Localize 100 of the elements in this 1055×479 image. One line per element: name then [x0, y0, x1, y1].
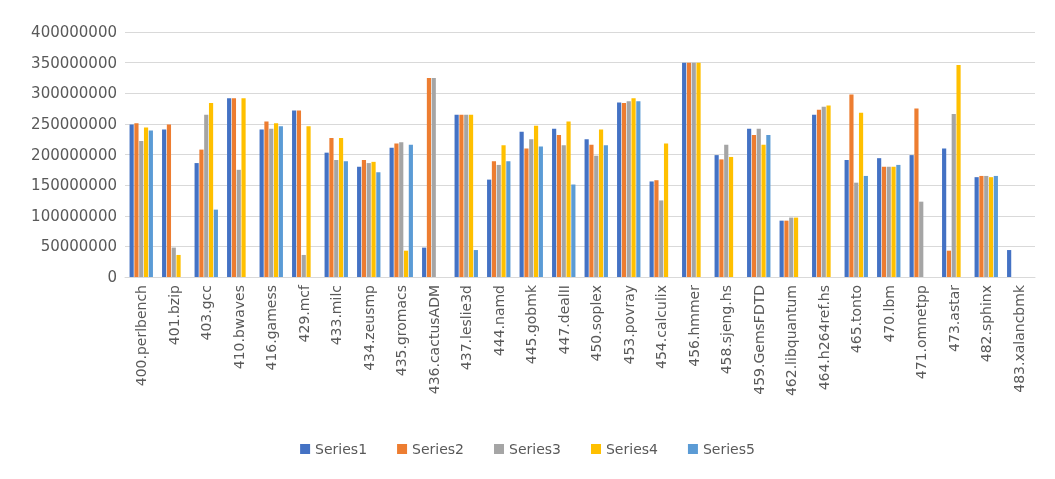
bar	[329, 137, 334, 277]
bar	[376, 172, 381, 277]
x-tick-label: 462.libquantum	[783, 285, 800, 397]
legend-label: Series3	[509, 441, 561, 457]
bar	[761, 144, 766, 277]
bar	[919, 201, 924, 277]
bar	[942, 148, 947, 277]
x-tick-label: 401.bzip	[165, 284, 182, 346]
bar	[204, 114, 209, 277]
bar	[273, 123, 279, 277]
bar	[789, 217, 794, 277]
x-tick-label: 403.gcc	[198, 285, 215, 341]
x-tick-label: 436.cactusADM	[425, 285, 442, 395]
bar	[784, 220, 789, 277]
y-tick-label: 250000000	[31, 114, 117, 133]
bar	[654, 180, 659, 277]
bar	[663, 143, 669, 277]
bar	[751, 134, 757, 277]
bar	[464, 114, 469, 277]
bar	[988, 177, 994, 277]
bar	[324, 152, 329, 277]
x-tick-label: 450.soplex	[588, 285, 605, 362]
bar	[552, 128, 557, 277]
x-tick-label: 435.gromacs	[393, 285, 410, 377]
bar	[691, 62, 696, 277]
bar	[171, 247, 176, 277]
y-tick-label: 200000000	[31, 145, 117, 164]
bar	[914, 108, 919, 277]
bar	[779, 220, 784, 277]
legend-label: Series5	[702, 441, 755, 457]
bar	[134, 123, 139, 277]
legend-label: Series4	[605, 441, 659, 457]
x-tick-label: 453.povray	[620, 285, 637, 365]
bar	[659, 200, 664, 277]
bar	[714, 155, 719, 277]
bar	[728, 156, 734, 277]
x-tick-label: 464.h264ref.hs	[815, 285, 832, 391]
bar	[292, 110, 297, 277]
x-tick-label: 465.tonto	[848, 285, 865, 354]
bar	[891, 166, 896, 277]
bar	[766, 134, 771, 277]
bar	[724, 144, 729, 277]
bar	[812, 114, 817, 277]
bar	[854, 182, 859, 277]
bar	[166, 124, 172, 277]
x-tick-label: 482.sphinx	[978, 285, 995, 363]
bar	[491, 161, 497, 277]
bar	[881, 166, 887, 277]
bar	[821, 106, 826, 277]
bar	[533, 125, 539, 277]
bar	[816, 109, 822, 277]
bar	[793, 217, 799, 277]
bar	[686, 62, 692, 277]
bar	[886, 166, 891, 277]
bar	[566, 121, 571, 277]
bar	[338, 137, 344, 277]
bar	[361, 160, 367, 277]
bar	[561, 145, 566, 277]
bar	[241, 98, 246, 277]
bar	[473, 250, 478, 277]
bar	[143, 127, 149, 277]
bar	[984, 175, 989, 277]
bar	[649, 181, 654, 277]
bar	[1007, 250, 1012, 277]
x-tick-label: 433.milc	[328, 285, 345, 346]
bar	[844, 160, 849, 277]
bar	[199, 149, 204, 277]
bar	[756, 128, 761, 277]
bar	[148, 130, 153, 277]
bar	[399, 142, 404, 277]
bar	[571, 184, 576, 277]
bar	[231, 98, 237, 277]
bar	[194, 163, 199, 277]
bar	[408, 144, 413, 277]
bar	[621, 103, 627, 277]
bar	[556, 134, 562, 277]
bar	[278, 126, 283, 277]
bar	[306, 126, 311, 277]
bar	[747, 128, 752, 277]
bar	[208, 103, 214, 277]
x-tick-label: 410.bwaves	[230, 285, 247, 370]
bar	[269, 128, 274, 277]
bar	[139, 141, 144, 277]
bar	[529, 139, 534, 277]
bar	[394, 143, 399, 277]
x-tick-label: 458.sjeng.hs	[718, 285, 735, 375]
bar	[259, 129, 264, 277]
x-tick-label: 454.calculix	[653, 285, 670, 369]
bar	[584, 139, 589, 277]
bar	[524, 148, 529, 277]
bar	[909, 155, 914, 277]
bar	[506, 161, 511, 277]
bar	[422, 247, 427, 277]
x-tick-label: 429.mcf	[295, 283, 312, 343]
bar	[719, 159, 724, 277]
y-tick-label: 400000000	[31, 23, 117, 41]
x-tick-label: 459.GemsFDTD	[750, 285, 767, 395]
bar	[896, 164, 901, 277]
y-tick-label: 350000000	[31, 53, 117, 72]
bar	[631, 98, 636, 277]
